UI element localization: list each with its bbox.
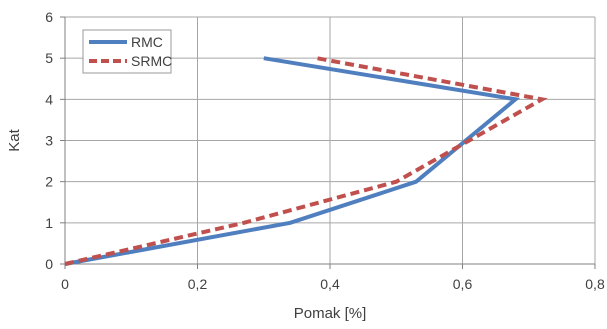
y-tick-label: 0 — [45, 256, 53, 272]
x-tick-label: 0,2 — [188, 276, 208, 292]
grid — [65, 16, 596, 264]
legend-label-srmc: SRMC — [131, 53, 172, 69]
x-tick-label: 0,6 — [453, 276, 473, 292]
series-line-rmc — [64, 56, 521, 266]
axes — [60, 16, 596, 269]
tick-labels: 0 0,2 0,4 0,6 0,8 0 1 2 3 4 5 6 — [45, 9, 605, 292]
y-tick-label: 3 — [45, 133, 53, 149]
y-tick-label: 1 — [45, 215, 53, 231]
series-line-srmc — [64, 56, 548, 266]
x-tick-label: 0 — [61, 276, 69, 292]
legend-box — [82, 29, 172, 74]
y-tick-label: 4 — [45, 91, 53, 107]
legend-label-rmc: RMC — [131, 34, 163, 50]
x-tick-label: 0,4 — [320, 276, 340, 292]
x-tick-label: 0,8 — [585, 276, 605, 292]
y-axis-title: Kat — [6, 128, 23, 151]
y-tick-label: 2 — [45, 174, 53, 190]
series-lines — [64, 56, 548, 266]
legend: RMC SRMC — [82, 29, 172, 74]
y-tick-label: 5 — [45, 50, 53, 66]
y-tick-label: 6 — [45, 9, 53, 25]
x-axis-title: Pomak [%] — [294, 305, 367, 322]
